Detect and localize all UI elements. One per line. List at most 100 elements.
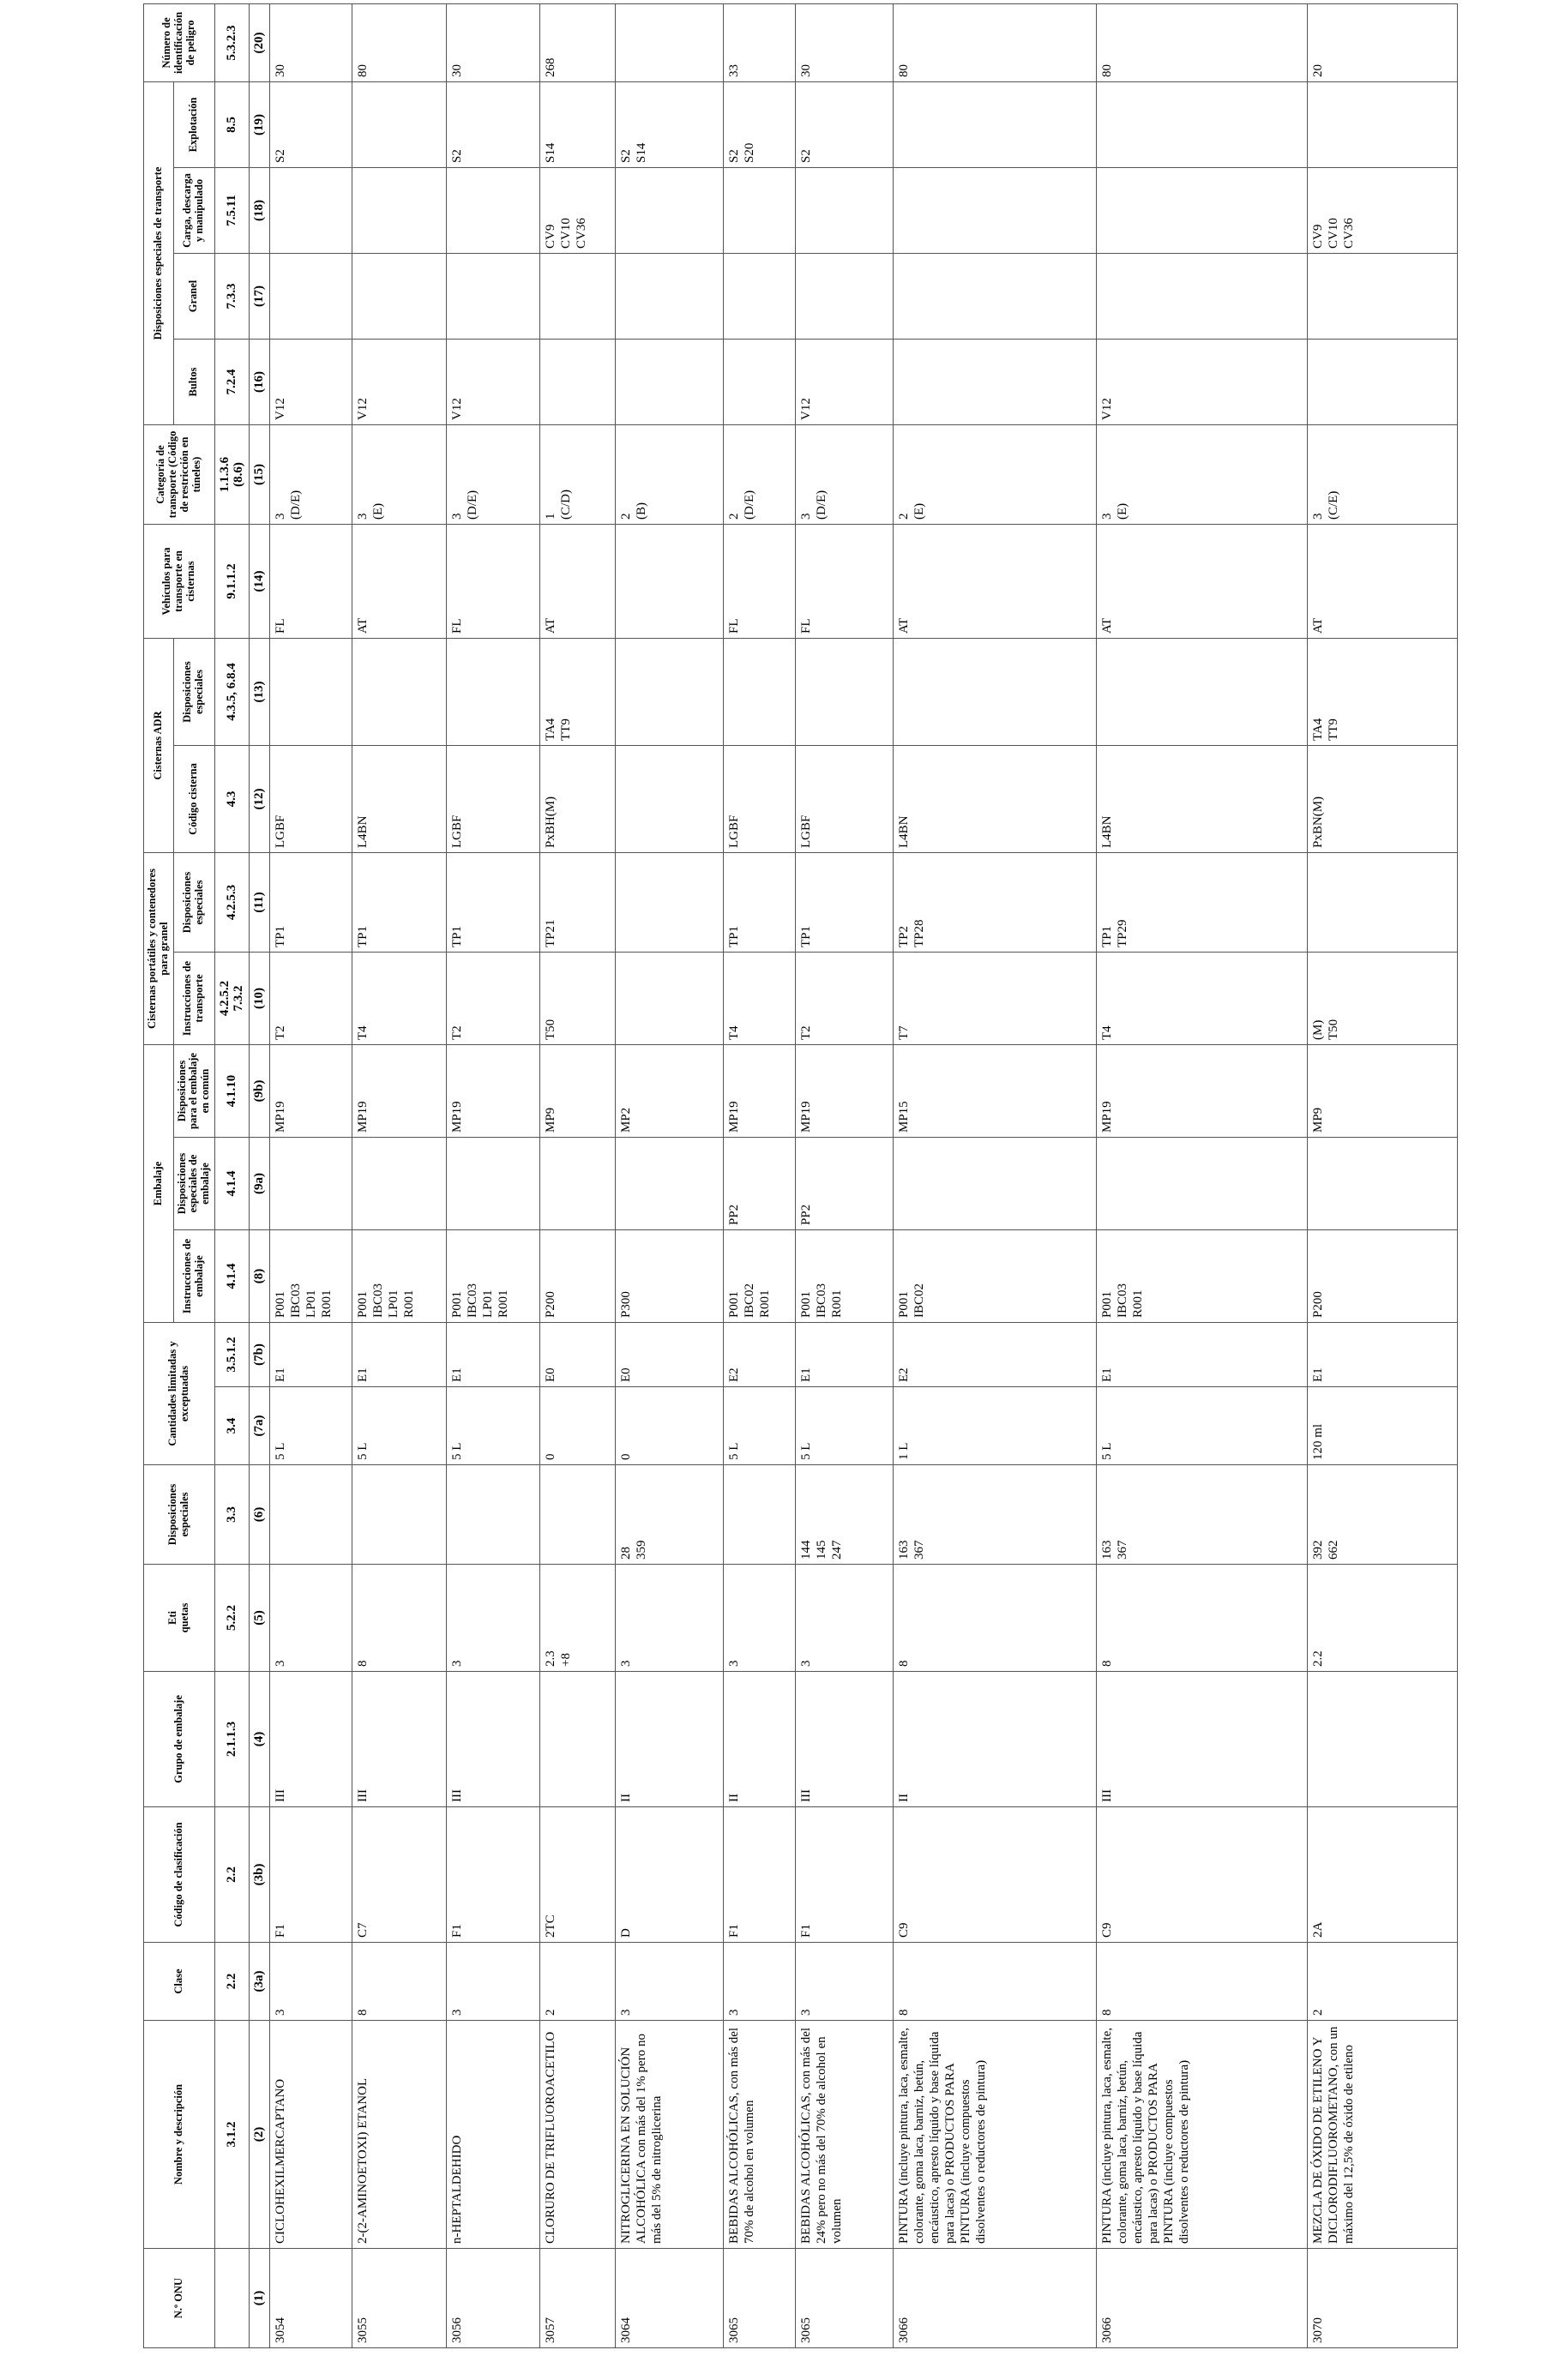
data-row: 3066 PINTURA (incluye pintura, laca, esma… — [1096, 3, 1308, 2348]
column-header: Código de clasificación — [143, 1806, 215, 1943]
column-subheader: Instrucciones de embalaje — [173, 1229, 215, 1323]
data-cell: V12 — [446, 339, 540, 425]
reference-cell: 3.4 — [214, 1386, 250, 1465]
data-cell: LGBF — [795, 745, 894, 853]
data-cell — [615, 745, 724, 853]
column-header: Clase — [143, 1942, 215, 2021]
data-cell: 5 L — [723, 1386, 796, 1465]
data-cell: 3 (E) — [1096, 424, 1308, 525]
reference-cell: 1.1.3.6 (8.6) — [214, 424, 250, 525]
column-number: (15) — [249, 424, 270, 525]
data-cell: III — [269, 1671, 352, 1807]
name-cell: PINTURA (incluye pintura, laca, esmalte,… — [1096, 2020, 1308, 2249]
data-cell: 8 — [352, 1564, 447, 1672]
data-cell — [446, 1464, 540, 1565]
data-cell: 80 — [352, 3, 447, 82]
data-cell: AT — [1307, 524, 1458, 639]
reference-cell: 5.3.2.3 — [214, 3, 250, 82]
reference-cell: 5.2.2 — [214, 1564, 250, 1672]
data-cell: S14 — [539, 81, 616, 168]
data-cell — [352, 638, 447, 746]
column-number: (12) — [249, 745, 270, 853]
column-number: (6) — [249, 1464, 270, 1565]
reference-cell: 2.2 — [214, 1806, 250, 1943]
data-cell: 30 — [446, 3, 540, 82]
data-cell: II — [893, 1671, 1097, 1807]
name-cell: 2-(2-AMINOETOXI) ETANOL — [352, 2020, 447, 2249]
data-cell — [893, 638, 1097, 746]
data-cell — [723, 253, 796, 340]
column-number: (14) — [249, 524, 270, 639]
column-subheader: Instrucciones de transporte — [173, 952, 215, 1045]
column-number: (3b) — [249, 1806, 270, 1943]
data-cell: 0 — [615, 1386, 724, 1465]
column-number: (2) — [249, 2020, 270, 2249]
data-cell — [615, 524, 724, 639]
reference-cell: 4.1.10 — [214, 1044, 250, 1138]
data-cell: PP2 — [723, 1137, 796, 1230]
name-cell: n-HEPTALDEHIDO — [446, 2020, 540, 2249]
data-cell: 2 (D/E) — [723, 424, 796, 525]
data-cell — [1096, 167, 1308, 254]
data-cell: T2 — [446, 952, 540, 1045]
data-cell: LGBF — [723, 745, 796, 853]
data-cell — [615, 852, 724, 953]
data-cell: 3 (D/E) — [446, 424, 540, 525]
data-cell: 163 367 — [1096, 1464, 1308, 1565]
data-cell: 8 — [1096, 1564, 1308, 1672]
data-cell: MP9 — [539, 1044, 616, 1138]
data-cell — [539, 1671, 616, 1807]
reference-cell: 4.2.5.3 — [214, 852, 250, 953]
data-cell: 80 — [893, 3, 1097, 82]
data-cell: 8 — [1096, 1942, 1308, 2021]
data-cell: E1 — [1096, 1322, 1308, 1387]
data-cell: MP19 — [269, 1044, 352, 1138]
data-cell: MP19 — [723, 1044, 796, 1138]
data-cell: 3 — [795, 1942, 894, 2021]
data-cell — [1307, 339, 1458, 425]
column-number: (3a) — [249, 1942, 270, 2021]
reference-cell: 7.2.4 — [214, 339, 250, 425]
name-cell: BEBIDAS ALCOHÓLICAS, con más del 70% de … — [723, 2020, 796, 2249]
data-cell: P001 IBC03 LP01 R001 — [352, 1229, 447, 1323]
data-cell: 3064 — [615, 2248, 724, 2348]
reference-cell: 7.5.11 — [214, 167, 250, 254]
data-cell — [539, 1464, 616, 1565]
data-cell — [615, 3, 724, 82]
data-cell — [1307, 852, 1458, 953]
data-cell — [795, 638, 894, 746]
data-cell — [795, 253, 894, 340]
column-number-row: (1) (2) (3a) (3b) (4) (5) (6) (7a) (7b) (8) (9a) (9… — [249, 3, 270, 2348]
column-subheader: Granel — [173, 253, 215, 340]
column-subheader: Disposiciones especiales — [173, 638, 215, 746]
data-cell: III — [352, 1671, 447, 1807]
column-number: (20) — [249, 3, 270, 82]
data-cell: S2 — [446, 81, 540, 168]
reference-cell: 4.1.4 — [214, 1137, 250, 1230]
data-cell: L4BN — [1096, 745, 1308, 853]
data-cell: TP1 — [446, 852, 540, 953]
data-cell: P001 IBC03 R001 — [1096, 1229, 1308, 1323]
data-cell: (M) T50 — [1307, 952, 1458, 1045]
data-cell: 3 — [446, 1564, 540, 1672]
data-cell — [446, 638, 540, 746]
column-number: (8) — [249, 1229, 270, 1323]
data-cell: P001 IBC03 LP01 R001 — [446, 1229, 540, 1323]
data-cell — [446, 253, 540, 340]
data-cell: 5 L — [446, 1386, 540, 1465]
data-cell — [269, 1464, 352, 1565]
data-row: 3065 BEBIDAS ALCOHÓLICAS, con más del 24%… — [795, 3, 894, 2348]
data-cell: 20 — [1307, 3, 1458, 82]
column-number: (19) — [249, 81, 270, 168]
data-cell: 3066 — [1096, 2248, 1308, 2348]
data-cell: S2 S20 — [723, 81, 796, 168]
data-cell — [352, 167, 447, 254]
column-header: Embalaje — [143, 1044, 173, 1323]
column-subheader: Bultos — [173, 339, 215, 425]
reference-cell: 4.3 — [214, 745, 250, 853]
column-number: (17) — [249, 253, 270, 340]
data-cell: PxBH(M) — [539, 745, 616, 853]
data-cell: 3054 — [269, 2248, 352, 2348]
data-cell: 3066 — [893, 2248, 1097, 2348]
data-cell: MP19 — [446, 1044, 540, 1138]
